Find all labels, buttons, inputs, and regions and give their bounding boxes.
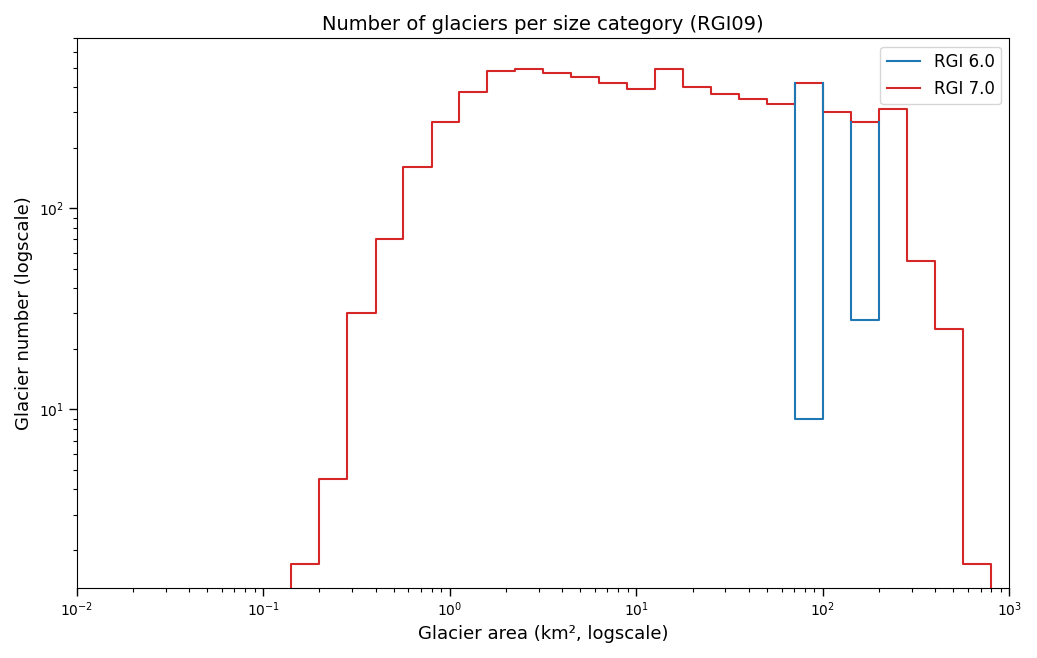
RGI 6.0: [789, 79, 802, 87]
X-axis label: Glacier area (km², logscale): Glacier area (km², logscale): [418, 625, 669, 643]
RGI 7.0: [396, 236, 409, 243]
RGI 7.0: [677, 84, 690, 91]
RGI 7.0: [509, 66, 522, 74]
RGI 7.0: [984, 603, 997, 611]
Y-axis label: Glacier number (logscale): Glacier number (logscale): [15, 196, 33, 430]
Legend: RGI 6.0, RGI 7.0: RGI 6.0, RGI 7.0: [880, 47, 1001, 105]
RGI 7.0: [789, 100, 802, 108]
RGI 6.0: [789, 415, 802, 422]
Line: RGI 7.0: RGI 7.0: [290, 70, 990, 607]
Line: RGI 6.0: RGI 6.0: [795, 83, 823, 418]
RGI 7.0: [705, 90, 718, 98]
RGI 6.0: [817, 79, 830, 87]
RGI 7.0: [284, 603, 297, 611]
RGI 7.0: [565, 69, 578, 77]
RGI 7.0: [733, 90, 746, 98]
Title: Number of glaciers per size category (RGI09): Number of glaciers per size category (RG…: [323, 15, 764, 34]
RGI 6.0: [817, 415, 830, 422]
